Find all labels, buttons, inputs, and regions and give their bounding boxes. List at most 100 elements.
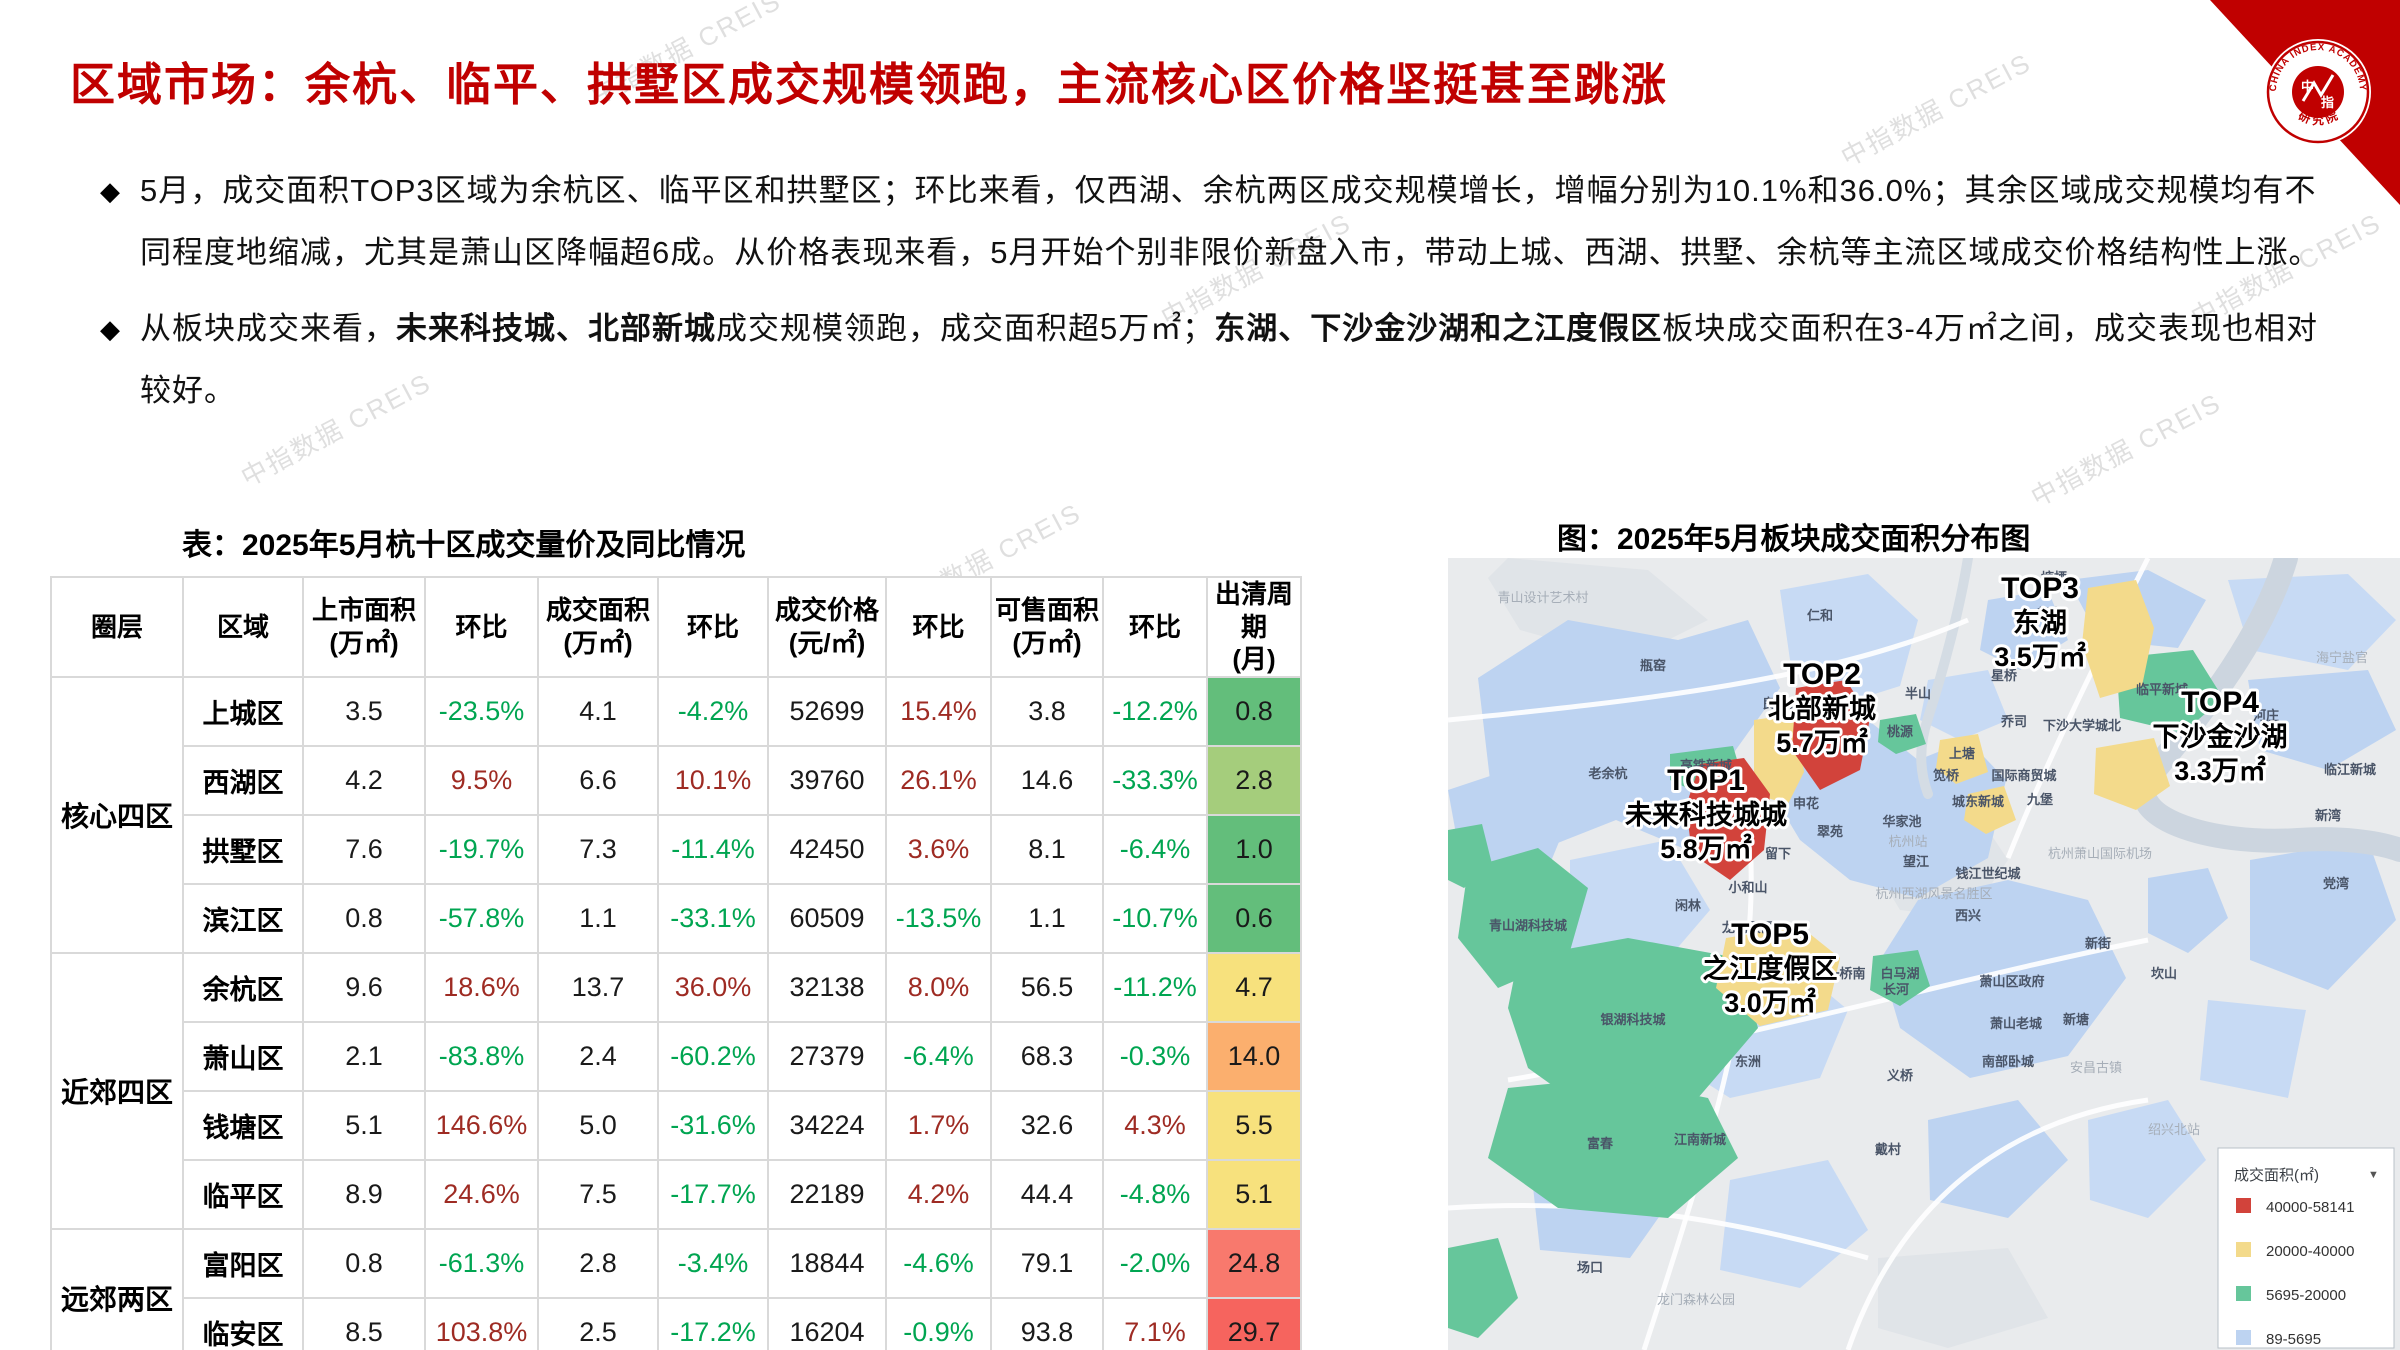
road [1845, 1097, 2149, 1350]
cell-listed_mom: -19.7% [424, 813, 539, 885]
cell-listed_mom: -57.8% [424, 882, 539, 954]
map-top-label-top2: TOP2 [1783, 658, 1861, 691]
place-label: 国际商贸城 [1991, 768, 2056, 783]
place-label: 闲林 [1675, 898, 1701, 913]
cell-district: 临安区 [182, 1296, 304, 1350]
cell-avail_mom: -0.3% [1102, 1020, 1208, 1092]
place-label: 龙门森林公园 [1657, 1292, 1735, 1307]
place-label: 超山 [2037, 606, 2063, 621]
cell-avail_mom: 7.1% [1102, 1296, 1208, 1350]
cell-district: 钱塘区 [182, 1089, 304, 1161]
table-row: 远郊两区 富阳区 0.8 -61.3% 2.8 -3.4% 18844 -4.6% 79.1 -2… [50, 1227, 1302, 1350]
map-title: 图：2025年5月板块成交面积分布图 [1557, 523, 2031, 556]
table-header-row: 圈层 区域 上市面积 (万㎡) 环比 成交面积 (万㎡) 环比 成交价格 (元/㎡) 环比 可售面积(… [50, 576, 1302, 678]
place-label: 下沙大学城北 [2043, 718, 2121, 733]
cell-cycle: 2.8 [1206, 744, 1302, 816]
cell-avail: 93.8 [990, 1296, 1104, 1350]
bullet-item: ◆ 从板块成交来看，未来科技城、北部新城成交规模领跑，成交面积超5万㎡；东湖、下沙… [100, 298, 2330, 422]
cell-district: 上城区 [182, 675, 304, 747]
cell-price_mom: 4.2% [885, 1158, 992, 1230]
place-label: 义桥 [1887, 1068, 1914, 1083]
cell-listed: 8.5 [302, 1296, 426, 1350]
bullet-marker-icon: ◆ [100, 314, 120, 344]
group-cell: 近郊四区 [50, 951, 184, 1230]
cell-price_mom: -13.5% [885, 882, 992, 954]
cell-sold_mom: -17.2% [657, 1296, 769, 1350]
legend-range-label: 20000-40000 [2266, 1243, 2354, 1260]
cell-sold: 13.7 [537, 951, 659, 1023]
map-region [1880, 880, 2126, 1078]
legend-title[interactable]: 成交面积(㎡) [2234, 1166, 2319, 1184]
bullet-text-segment: 东湖、下沙金沙湖和之江度假区 [1214, 311, 1663, 346]
place-label: 富春 [1587, 1136, 1614, 1151]
legend-range-label: 5695-20000 [2266, 1287, 2346, 1304]
map-top-label-top5: 3.0万㎡ [1724, 987, 1816, 1018]
cell-cycle: 24.8 [1206, 1227, 1302, 1299]
legend-swatch [2236, 1242, 2251, 1257]
group-cell: 核心四区 [50, 675, 184, 954]
cell-avail_mom: -10.7% [1102, 882, 1208, 954]
cell-sold_mom: 10.1% [657, 744, 769, 816]
cell-sold: 2.8 [537, 1227, 659, 1299]
column-header: 环比 [424, 576, 539, 678]
place-label: 青山湖科技城 [1489, 918, 1567, 933]
place-label: 龙坞景区 [1722, 920, 1774, 935]
cell-price: 60509 [767, 882, 887, 954]
place-label: 青山设计艺术村 [1497, 590, 1588, 605]
place-label: 临江新城 [2324, 762, 2376, 777]
cell-listed: 4.2 [302, 744, 426, 816]
place-label: 良渚新城 [1762, 696, 1814, 711]
map-region [1780, 574, 1918, 708]
map-top-label-top1: 5.8万㎡ [1660, 833, 1752, 864]
chevron-down-icon[interactable]: ▼ [2368, 1169, 2379, 1181]
road [1641, 819, 1754, 1350]
column-header: 环比 [1102, 576, 1208, 678]
map-region [2088, 1100, 2206, 1218]
cell-avail: 68.3 [990, 1020, 1104, 1092]
cell-listed: 8.9 [302, 1158, 426, 1230]
map-top-label-top3: TOP3 [2001, 572, 2079, 605]
bullet-marker-icon: ◆ [100, 176, 120, 206]
cell-listed_mom: 18.6% [424, 951, 539, 1023]
cell-sold: 1.1 [537, 882, 659, 954]
map-region [1928, 1100, 2068, 1218]
logo-char-right: 指 [2321, 95, 2334, 110]
bullet-list: ◆ 5月，成交面积TOP3区域为余杭区、临平区和拱墅区；环比来看，仅西湖、余杭两区… [100, 160, 2330, 436]
cell-district: 临平区 [182, 1158, 304, 1230]
place-label: 半山 [1905, 686, 1931, 701]
place-label: 申花 [1793, 796, 1819, 811]
logo-char-left: 中 [2301, 79, 2314, 94]
cell-price: 39760 [767, 744, 887, 816]
place-label: 留下 [1765, 846, 1791, 861]
cell-avail_mom: -4.8% [1102, 1158, 1208, 1230]
place-label: 河庄 [2253, 708, 2279, 723]
place-label: 瓶窑 [1640, 658, 1666, 673]
cell-listed: 5.1 [302, 1089, 426, 1161]
cell-price_mom: 3.6% [885, 813, 992, 885]
table-row: 滨江区 0.8 -57.8% 1.1 -33.1% 60509 -13.5% 1.1 -10.7… [51, 882, 1302, 954]
cell-cycle: 0.8 [1206, 675, 1302, 747]
canal [1916, 558, 1973, 799]
data-table-panel: 圈层 区域 上市面积 (万㎡) 环比 成交面积 (万㎡) 环比 成交价格 (元/㎡) 环比 可售面积(… [50, 576, 1302, 1350]
place-label: 党湾 [2323, 876, 2349, 891]
map-region-yellow [1936, 734, 1988, 784]
map-region [1488, 558, 1708, 660]
place-label: 东洲 [1735, 1054, 1761, 1069]
map-region-yellow [2094, 738, 2170, 810]
cell-sold_mom: 36.0% [657, 951, 769, 1023]
map-region-green [1878, 714, 1926, 754]
column-header: 可售面积 (万㎡) [990, 576, 1104, 678]
cell-sold_mom: -11.4% [657, 813, 769, 885]
cell-price: 18844 [767, 1227, 887, 1299]
cell-listed_mom: -61.3% [424, 1227, 539, 1299]
place-label: 戴村 [1875, 1142, 1901, 1157]
map-top-label-top3: 3.5万㎡ [1994, 641, 2086, 672]
group-cell: 远郊两区 [50, 1227, 184, 1350]
cell-listed_mom: -83.8% [424, 1020, 539, 1092]
cell-listed: 7.6 [302, 813, 426, 885]
bullet-text-segment: 5月，成交面积TOP3区域为余杭区、临平区和拱墅区；环比来看，仅西湖、余杭两区成… [140, 173, 2321, 270]
legend-swatch [2236, 1286, 2251, 1301]
table-row: 近郊四区 余杭区 9.6 18.6% 13.7 36.0% 32138 8.0% 56.5 -11… [50, 951, 1302, 1230]
cell-district: 萧山区 [182, 1020, 304, 1092]
